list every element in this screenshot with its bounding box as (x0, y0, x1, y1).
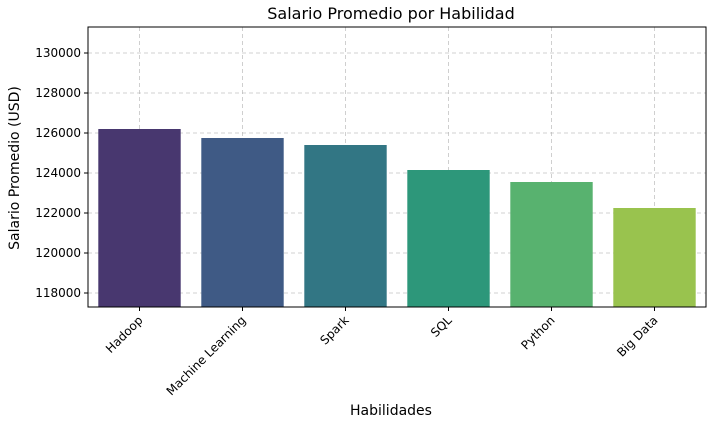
y-tick-label: 118000 (35, 286, 81, 300)
x-tick-label: Big Data (614, 313, 660, 359)
x-tick-label: SQL (428, 313, 455, 340)
bar-python (510, 182, 593, 307)
y-tick-label: 120000 (35, 246, 81, 260)
y-tick-label: 126000 (35, 126, 81, 140)
x-tick-label: Spark (317, 313, 351, 347)
bar-spark (304, 145, 387, 307)
bar-machine-learning (201, 138, 284, 307)
x-tick-label: Machine Learning (164, 313, 249, 398)
x-tick-label: Python (518, 313, 557, 352)
x-tick-label: Hadoop (103, 313, 146, 356)
x-axis-title: Habilidades (350, 403, 432, 419)
plot-frame (87, 26, 707, 308)
y-axis-ticks: 118000 120000 122000 124000 126000 128000 1300… (35, 46, 88, 300)
y-tick-label: 122000 (35, 206, 81, 220)
chart-title: Salario Promedio por Habilidad (267, 4, 514, 23)
y-tick-label: 124000 (35, 166, 81, 180)
y-tick-label: 128000 (35, 86, 81, 100)
bar-big-data (613, 208, 696, 307)
bar-sql (407, 170, 490, 307)
y-tick-label: 130000 (35, 46, 81, 60)
bars (98, 129, 696, 307)
x-axis-ticks: Hadoop Machine Learning Spark SQL Python Big … (103, 307, 661, 398)
y-axis-title: Salario Promedio (USD) (7, 86, 23, 250)
bar-hadoop (98, 129, 181, 307)
